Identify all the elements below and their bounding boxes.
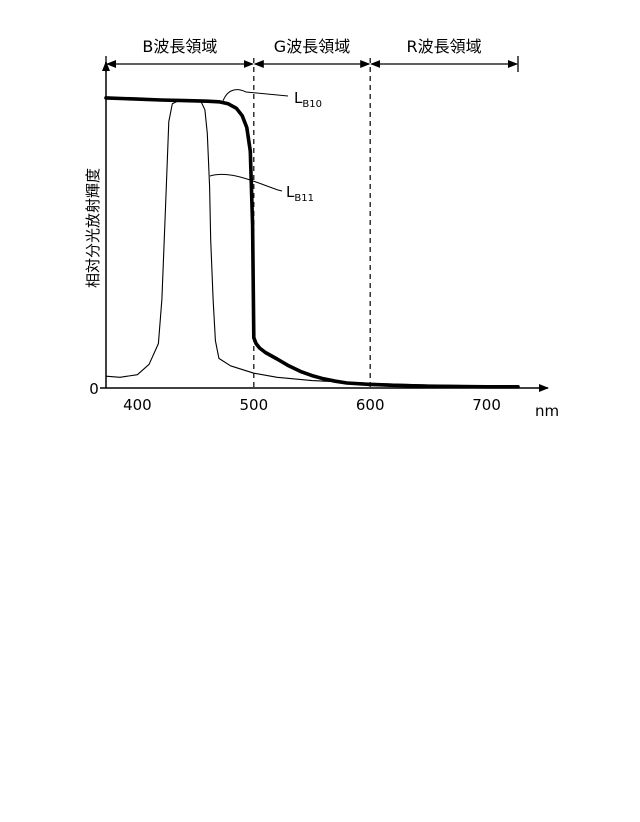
y-zero-label: 0 <box>89 380 99 398</box>
region-label: B波長領域 <box>142 37 217 56</box>
series <box>106 98 518 387</box>
region-bands: B波長領域 G波長領域 R波長領域 <box>106 37 518 72</box>
callout-leader <box>223 90 288 101</box>
series-line-lb11 <box>106 101 518 386</box>
x-tick-label: 500 <box>239 396 268 414</box>
axes: 0 nm 相対分光放射輝度 <box>84 62 559 420</box>
x-ticks: 400 500 600 700 <box>123 396 501 414</box>
region-label: G波長領域 <box>274 37 350 56</box>
x-unit-label: nm <box>535 402 559 420</box>
series-callout-lb11: LB11 <box>286 183 314 204</box>
x-tick-label: 700 <box>472 396 501 414</box>
y-axis-title: 相対分光放射輝度 <box>84 168 102 288</box>
x-tick-label: 600 <box>356 396 385 414</box>
callouts: LB10 LB11 <box>210 89 322 204</box>
series-callout-lb10: LB10 <box>294 89 322 110</box>
callout-leader <box>210 174 282 191</box>
region-label: R波長領域 <box>407 37 482 56</box>
x-tick-label: 400 <box>123 396 152 414</box>
